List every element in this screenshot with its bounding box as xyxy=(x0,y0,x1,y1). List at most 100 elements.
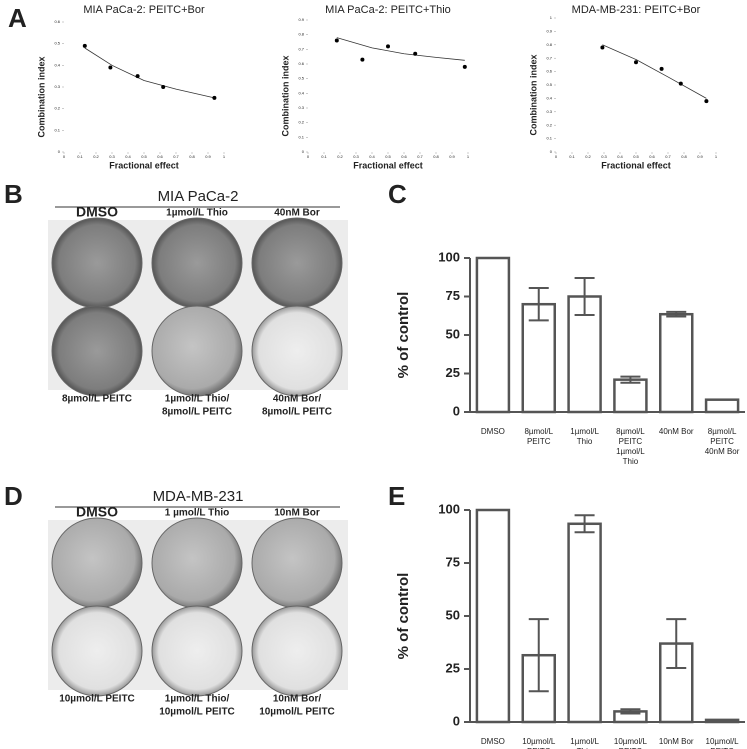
data-point xyxy=(413,51,418,56)
x-tick-label: Thio xyxy=(577,437,593,446)
y-tick-label: 0.6 xyxy=(54,19,60,24)
x-tick-label: 0.1 xyxy=(77,154,83,159)
y-tick-label: 100 xyxy=(438,249,460,264)
y-tick-label: 25 xyxy=(446,365,460,380)
y-tick-label: 0 xyxy=(58,149,61,154)
y-tick-label: 0.4 xyxy=(54,62,60,67)
y-tick-label: 0.8 xyxy=(298,32,304,37)
x-tick-label: 0.1 xyxy=(569,154,575,159)
plate xyxy=(51,305,143,397)
y-tick-label: 0 xyxy=(302,149,305,154)
x-tick-label: 0.4 xyxy=(125,154,131,159)
bar xyxy=(521,302,556,414)
data-point xyxy=(135,74,140,79)
bar xyxy=(475,508,511,724)
y-tick-label: 0.7 xyxy=(546,55,552,60)
plate-label: DMSO xyxy=(76,504,118,520)
x-tick-label: Thio xyxy=(623,457,639,466)
y-tick-label: 50 xyxy=(446,326,460,341)
x-tick-label: 0.7 xyxy=(665,154,671,159)
x-axis-label: Fractional effect xyxy=(353,160,423,170)
panel-letter: D xyxy=(4,481,23,511)
y-tick-label: 0.2 xyxy=(546,122,552,127)
x-tick-label: 1µmol/L xyxy=(570,737,599,746)
x-tick-label: 0 xyxy=(555,154,558,159)
error-bar xyxy=(574,514,595,534)
y-axis-label: Combination index xyxy=(280,56,290,137)
x-tick-label: DMSO xyxy=(481,737,505,746)
bar xyxy=(659,312,694,414)
plate xyxy=(251,217,343,309)
plate-label: 1µmol/L Thio/ xyxy=(165,694,230,705)
plate-label: 8µmol/L PEITC xyxy=(162,407,232,418)
y-axis-label: Combination index xyxy=(528,55,538,136)
plate-title: MDA-MB-231 xyxy=(153,488,244,505)
x-tick-label: 40nM Bor xyxy=(705,447,740,456)
y-tick-label: 0.9 xyxy=(298,17,304,22)
y-tick-label: 75 xyxy=(446,554,460,569)
x-tick-label: 0.7 xyxy=(173,154,179,159)
plate xyxy=(151,217,243,309)
data-point xyxy=(678,81,683,86)
y-tick-label: 0 xyxy=(453,403,460,418)
panel-letter: E xyxy=(388,481,405,511)
x-tick-label: 0.5 xyxy=(385,154,391,159)
plate-label: 10µmol/L PEITC xyxy=(159,707,235,718)
y-tick-label: 0.7 xyxy=(298,46,304,51)
x-tick-label: 10µmol/L xyxy=(522,737,556,746)
plate-title: MIA PaCa-2 xyxy=(158,188,239,205)
panel-letter: B xyxy=(4,179,23,209)
y-tick-label: 0.1 xyxy=(54,127,60,132)
y-tick-label: 0.4 xyxy=(298,90,304,95)
x-tick-label: 0.8 xyxy=(189,154,195,159)
x-tick-label: 0.3 xyxy=(109,154,115,159)
y-tick-label: 0.8 xyxy=(546,42,552,47)
bar xyxy=(704,718,740,724)
plate xyxy=(151,305,243,397)
x-tick-label: 10µmol/L xyxy=(614,737,648,746)
x-tick-label: 1 xyxy=(715,154,718,159)
y-axis-label: Combination index xyxy=(36,57,46,138)
x-tick-label: 0.6 xyxy=(401,154,407,159)
y-tick-label: 0.3 xyxy=(546,109,552,114)
x-tick-label: PEITC xyxy=(710,437,734,446)
y-tick-label: 0 xyxy=(550,149,553,154)
x-axis-label: Fractional effect xyxy=(109,160,179,170)
x-tick-label: 0.6 xyxy=(157,154,163,159)
data-point xyxy=(108,65,113,70)
error-bar xyxy=(666,310,687,318)
data-point xyxy=(634,60,638,65)
x-tick-label: 0.3 xyxy=(353,154,359,159)
y-tick-label: 0.5 xyxy=(54,41,60,46)
x-tick-label: Thio xyxy=(577,747,593,749)
plate-label: 10µmol/L PEITC xyxy=(259,707,335,718)
fit-line xyxy=(602,44,707,99)
plate xyxy=(51,217,143,309)
x-tick-label: 0.1 xyxy=(321,154,327,159)
data-point xyxy=(334,38,339,43)
x-tick-label: 0.5 xyxy=(141,154,147,159)
x-tick-label: 8µmol/L xyxy=(616,427,645,436)
plate-label: 10nM Bor xyxy=(274,508,320,519)
plate-label: 1µmol/L Thio xyxy=(166,208,228,219)
x-tick-label: 0.2 xyxy=(93,154,99,159)
x-tick-label: 1 xyxy=(223,154,226,159)
x-tick-label: 10µmol/L xyxy=(706,737,740,746)
y-tick-label: 0.1 xyxy=(546,136,552,141)
y-tick-label: 0.9 xyxy=(546,28,552,33)
x-tick-label: 0.2 xyxy=(337,154,343,159)
chart-title: MDA-MB-231: PEITC+Bor xyxy=(572,4,701,16)
x-tick-label: PEITC xyxy=(710,747,734,749)
data-point xyxy=(360,57,365,62)
x-tick-label: 0.8 xyxy=(681,154,687,159)
y-axis-label: % of control xyxy=(395,292,412,379)
y-tick-label: 50 xyxy=(446,607,460,622)
x-tick-label: 0.3 xyxy=(601,154,607,159)
y-tick-label: 1 xyxy=(550,15,553,20)
plate xyxy=(151,517,243,609)
error-bar xyxy=(528,618,549,693)
plate xyxy=(151,605,243,697)
x-tick-label: 10nM Bor xyxy=(659,737,694,746)
x-tick-label: 0.5 xyxy=(633,154,639,159)
